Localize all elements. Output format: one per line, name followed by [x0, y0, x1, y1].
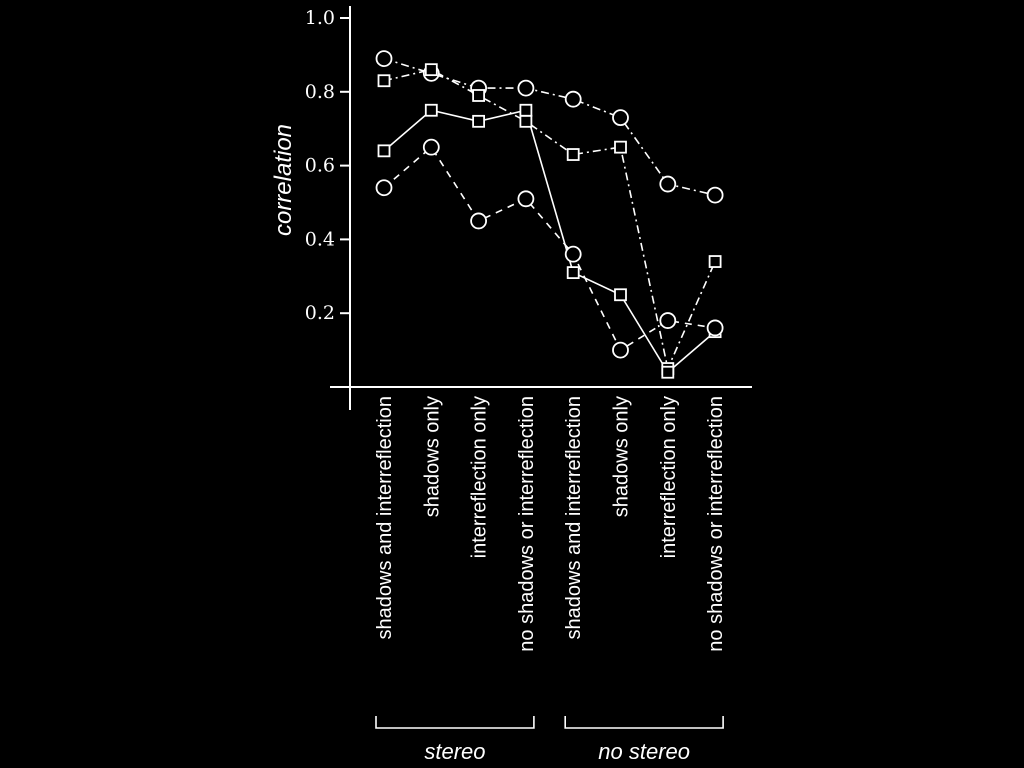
circle-marker: [422, 138, 440, 156]
circle-marker: [612, 341, 629, 359]
square-marker: [519, 114, 533, 128]
y-tick-label: 1.0: [305, 7, 335, 29]
x-tick-label: shadows only: [421, 396, 443, 517]
x-tick-label: no shadows or interreflection: [705, 396, 727, 652]
circle-marker: [375, 50, 393, 67]
square-marker: [566, 148, 580, 161]
square-marker: [377, 144, 391, 158]
y-ticks: 0.2 0.4 0.6 0.8 1.0: [305, 7, 350, 324]
x-tick-label: shadows and interreflection: [374, 396, 396, 639]
circle-marker: [612, 109, 629, 127]
circle-marker: [470, 212, 488, 230]
x-tick-label: shadows only: [611, 396, 633, 517]
series-line-4: [383, 145, 716, 352]
circle-marker: [706, 186, 724, 204]
data-markers: [375, 50, 724, 379]
circle-marker: [706, 319, 724, 337]
square-marker: [661, 365, 675, 379]
circle-marker: [375, 179, 393, 197]
group-bracket: [375, 716, 535, 729]
group-label: stereo: [424, 739, 485, 764]
y-tick-label: 0.2: [305, 302, 335, 324]
circle-marker: [564, 245, 582, 263]
square-marker: [519, 103, 533, 117]
square-marker: [614, 288, 627, 302]
y-tick-label: 0.6: [305, 155, 335, 177]
circle-marker: [517, 79, 535, 97]
x-tick-label: interreflection only: [469, 396, 491, 558]
square-marker: [424, 103, 438, 117]
y-axis-label: correlation: [270, 124, 297, 236]
x-tick-label: interreflection only: [658, 396, 680, 558]
x-tick-label: shadows and interreflection: [563, 396, 585, 639]
square-marker: [472, 114, 486, 128]
group-bracket: [564, 716, 724, 729]
category-groups: stereo no stereo: [375, 716, 724, 764]
square-marker: [377, 74, 391, 88]
y-tick-label: 0.4: [305, 228, 335, 250]
group-label: no stereo: [598, 739, 690, 764]
x-tick-labels: shadows and interreflection shadows only i…: [374, 396, 727, 652]
circle-marker: [659, 312, 677, 329]
square-marker: [472, 89, 486, 102]
square-marker: [424, 63, 438, 77]
circle-marker: [659, 175, 677, 193]
series-line-3: [383, 109, 716, 374]
square-marker: [708, 255, 722, 268]
x-tick-label: no shadows or interreflection: [516, 396, 538, 652]
circle-marker: [517, 190, 535, 208]
square-marker: [566, 266, 580, 280]
circle-marker: [564, 90, 582, 108]
y-tick-label: 0.8: [305, 81, 335, 103]
square-marker: [614, 140, 627, 154]
